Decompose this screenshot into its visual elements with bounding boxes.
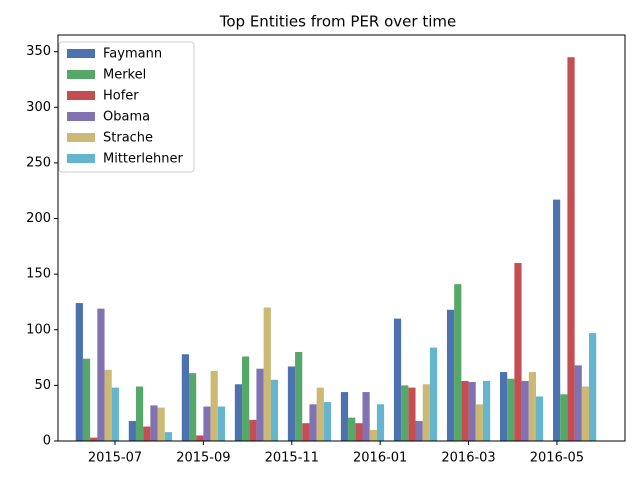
x-tick-label: 2016-01 <box>353 451 407 466</box>
bar <box>143 426 151 441</box>
x-tick-label: 2016-03 <box>441 451 495 466</box>
bar <box>475 404 483 441</box>
bar <box>560 394 568 441</box>
bar <box>401 385 409 441</box>
bar <box>242 356 250 441</box>
y-tick-label: 150 <box>26 267 51 282</box>
bar <box>82 358 91 441</box>
bar <box>589 333 597 441</box>
bar <box>263 307 271 441</box>
bar <box>507 378 515 441</box>
bar <box>150 405 158 441</box>
legend-label: Obama <box>103 110 150 125</box>
bar <box>422 384 430 441</box>
bar <box>316 387 324 441</box>
bar <box>181 354 189 441</box>
y-tick-label: 50 <box>34 378 51 393</box>
bar <box>415 420 423 441</box>
bar <box>461 380 469 441</box>
bar <box>362 392 370 441</box>
x-tick-label: 2015-07 <box>88 451 142 466</box>
bar <box>164 432 172 441</box>
bar <box>75 303 83 441</box>
bar <box>468 382 476 441</box>
bar <box>528 372 536 441</box>
bar <box>217 406 225 441</box>
bar <box>249 419 257 441</box>
y-tick-label: 300 <box>26 100 51 115</box>
legend-swatch <box>67 133 95 142</box>
y-tick-label: 0 <box>43 434 51 449</box>
bar <box>157 407 165 441</box>
legend-label: Merkel <box>103 68 146 83</box>
legend-swatch <box>67 49 95 58</box>
bar <box>111 387 119 441</box>
bar <box>454 284 462 441</box>
bar <box>323 402 332 441</box>
bar <box>97 308 105 441</box>
bar <box>393 318 402 441</box>
plot-frame <box>57 34 626 442</box>
bar <box>581 386 590 441</box>
bar <box>553 199 561 441</box>
bar <box>234 384 243 441</box>
legend-swatch <box>67 112 95 121</box>
bar <box>521 380 529 441</box>
legend-label: Faymann <box>103 47 162 62</box>
bar <box>302 423 310 441</box>
bar <box>369 429 377 441</box>
bar <box>210 370 218 441</box>
bar <box>514 263 522 441</box>
bar <box>446 309 455 441</box>
y-tick-label: 100 <box>26 322 51 337</box>
x-tick-label: 2015-09 <box>176 451 230 466</box>
x-tick-label: 2015-11 <box>265 451 319 466</box>
bar <box>196 435 204 441</box>
bar <box>340 392 349 441</box>
bar <box>270 379 279 441</box>
bar <box>482 380 491 441</box>
bar <box>309 404 317 441</box>
bar <box>188 373 197 441</box>
bar <box>287 366 296 441</box>
x-tick-label: 2016-05 <box>530 451 584 466</box>
legend-label: Strache <box>103 131 153 146</box>
bar <box>567 57 575 441</box>
bar <box>256 368 264 441</box>
y-tick-label: 250 <box>26 155 51 170</box>
bar <box>348 417 356 441</box>
bar <box>574 365 582 441</box>
bar <box>535 396 544 441</box>
bar <box>499 372 508 441</box>
bar <box>104 369 112 441</box>
chart-title: Top Entities from PER over time <box>219 13 456 31</box>
bar <box>295 352 303 441</box>
legend-label: Mitterlehner <box>103 152 183 167</box>
bar <box>355 423 363 441</box>
legend-label: Hofer <box>103 89 139 104</box>
bar <box>90 437 98 441</box>
y-tick-label: 200 <box>26 211 51 226</box>
legend-swatch <box>67 70 95 79</box>
y-tick-label: 350 <box>26 44 51 59</box>
legend-swatch <box>67 154 95 163</box>
bar <box>135 386 144 441</box>
bar <box>408 387 416 441</box>
bar <box>203 406 211 441</box>
bar <box>429 347 438 441</box>
bar <box>376 404 385 441</box>
legend-swatch <box>67 91 95 100</box>
bar <box>128 420 136 441</box>
